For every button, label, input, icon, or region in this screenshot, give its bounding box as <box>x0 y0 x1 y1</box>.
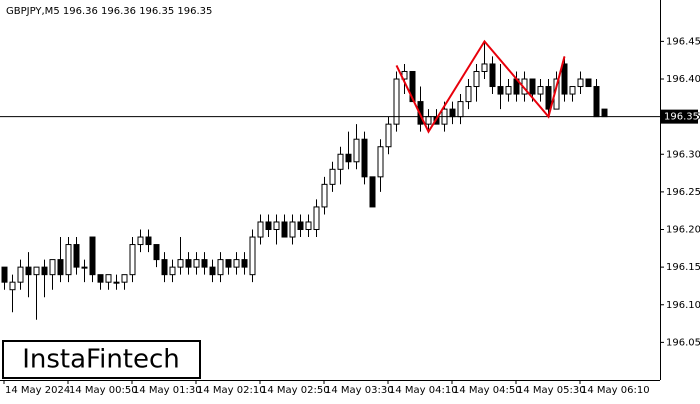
candle-body <box>161 259 168 276</box>
candle-body <box>209 266 216 276</box>
x-tick-label: 14 May 04:50 <box>453 385 522 396</box>
x-tick-label: 14 May 06:10 <box>581 385 650 396</box>
candle-body <box>321 183 328 208</box>
candle-body <box>337 153 344 170</box>
candle-body <box>281 221 288 238</box>
candle-body <box>241 259 248 268</box>
y-tick-label: 196.05 <box>666 337 700 348</box>
candle-body <box>249 236 256 276</box>
candle-body <box>177 259 184 268</box>
current-price-box <box>660 109 698 124</box>
candle-body <box>49 259 56 276</box>
candle-body <box>25 266 32 276</box>
chart-title: GBPJPY,M5 196.36 196.36 196.35 196.35 <box>6 6 212 17</box>
candle-body <box>233 259 240 268</box>
candle-body <box>57 259 64 276</box>
y-tick-label: 196.45 <box>666 36 700 47</box>
candle-body <box>569 86 576 95</box>
candle-body <box>185 259 192 268</box>
candle-body <box>601 108 608 118</box>
logo-box <box>2 340 201 379</box>
candle-body <box>97 274 104 283</box>
candle-body <box>145 236 152 246</box>
candle-body <box>465 86 472 103</box>
candle-body <box>73 244 80 268</box>
candle-body <box>393 78 400 125</box>
candle-body <box>457 101 464 118</box>
x-tick-label: 14 May 04:10 <box>389 385 458 396</box>
candle-body <box>257 221 264 238</box>
candle-body <box>1 266 8 283</box>
candle-body <box>217 259 224 276</box>
candle-body <box>377 146 384 178</box>
candle-body <box>529 78 536 95</box>
candle-body <box>121 274 128 283</box>
candle-body <box>313 206 320 231</box>
logo: InstaFintech <box>22 345 180 375</box>
x-tick-label: 14 May 00:50 <box>69 385 138 396</box>
current-price-label: 196.35 <box>664 112 699 123</box>
candle-body <box>89 236 96 276</box>
candle-body <box>537 86 544 95</box>
candle-body <box>409 70 416 103</box>
candle-body <box>289 221 296 238</box>
candle-body <box>113 281 120 284</box>
candle-body <box>545 86 552 110</box>
x-tick-label: 14 May 03:30 <box>325 385 394 396</box>
candle-body <box>345 153 352 163</box>
candle-body <box>369 176 376 208</box>
candle-body <box>153 244 160 261</box>
y-tick-label: 196.40 <box>666 74 700 85</box>
candle-body <box>201 259 208 268</box>
y-tick-label: 196.10 <box>666 300 700 311</box>
candle-body <box>449 108 456 118</box>
candle-body <box>9 281 16 291</box>
x-tick-label: 14 May 02:10 <box>197 385 266 396</box>
candle-body <box>329 168 336 185</box>
candle-body <box>169 266 176 276</box>
candle-body <box>17 266 24 283</box>
candle-body <box>473 70 480 88</box>
candle-body <box>497 86 504 95</box>
candle-body <box>137 236 144 246</box>
candle-body <box>585 78 592 88</box>
candle-body <box>561 63 568 95</box>
candle-body <box>265 221 272 231</box>
x-tick-label: 14 May 05:30 <box>517 385 586 396</box>
candle-body <box>577 78 584 88</box>
y-tick-label: 196.20 <box>666 225 700 236</box>
y-tick-label: 196.25 <box>666 187 700 198</box>
candle-body <box>297 221 304 231</box>
candle-body <box>193 259 200 268</box>
candle-body <box>361 138 368 178</box>
candle-body <box>65 244 72 276</box>
candle-body <box>41 266 48 276</box>
candle-body <box>353 138 360 163</box>
candle-body <box>481 63 488 72</box>
candle-body <box>33 266 40 276</box>
y-tick-label: 196.15 <box>666 262 700 273</box>
candle-body <box>593 86 600 118</box>
candle-body <box>129 244 136 276</box>
candle-body <box>273 221 280 231</box>
candle-body <box>305 221 312 231</box>
candle-body <box>105 274 112 283</box>
candle-body <box>505 86 512 95</box>
candle-body <box>489 63 496 88</box>
x-tick-label: 14 May 2024 <box>5 385 70 396</box>
pattern-line <box>395 39 566 134</box>
y-tick-label: 196.30 <box>666 149 700 160</box>
x-tick-label: 14 May 02:50 <box>261 385 330 396</box>
candle-body <box>385 123 392 148</box>
candle-body <box>425 116 432 125</box>
candle-body <box>225 259 232 268</box>
x-tick-label: 14 May 01:30 <box>133 385 202 396</box>
candle-body <box>81 266 88 269</box>
